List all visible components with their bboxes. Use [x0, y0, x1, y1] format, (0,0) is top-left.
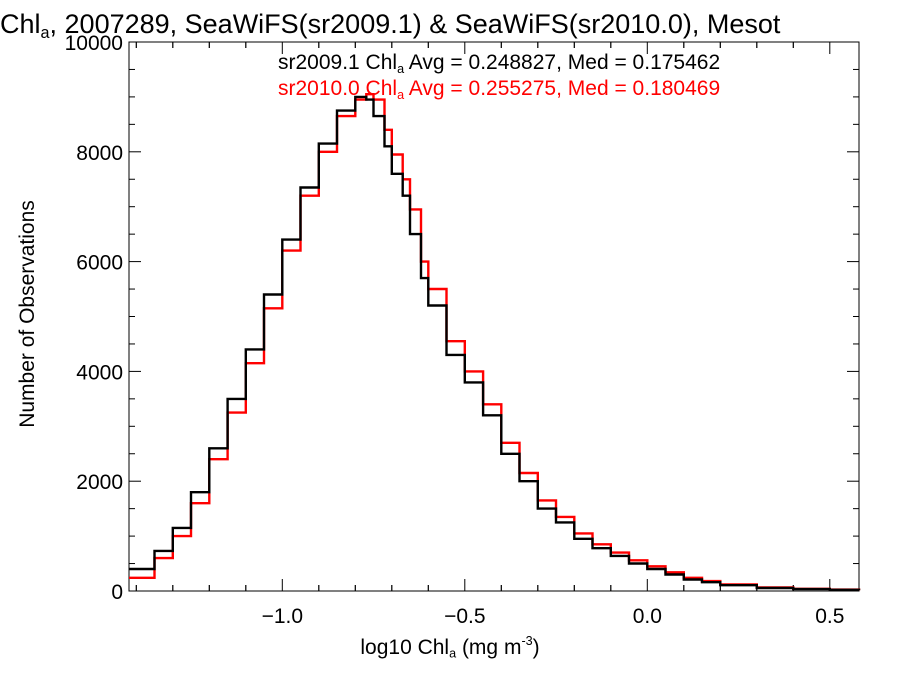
series-layer	[129, 93, 861, 591]
legend-sr2009-stats: Avg = 0.248827, Med = 0.175462	[404, 51, 721, 74]
legend-entry-sr2010: sr2010.0 Chla Avg = 0.255275, Med = 0.18…	[278, 76, 720, 108]
x-axis-label: log10 Chla (mg m-3)	[0, 628, 900, 667]
series-line-sr2010-0	[129, 93, 861, 591]
y-tick-label: 6000	[76, 252, 123, 275]
y-tick-label: 0	[111, 581, 123, 604]
legend-sr2010-text: sr2010.0 Chl	[278, 77, 398, 100]
xlabel-part-exp: -3	[521, 634, 533, 648]
xlabel-part-sub: a	[449, 646, 457, 661]
legend-sr2009-sub: a	[397, 61, 405, 76]
legend-sr2010-stats: Avg = 0.255275, Med = 0.180469	[404, 77, 721, 100]
plot-frame	[128, 41, 860, 592]
xlabel-part-close: )	[532, 635, 540, 659]
x-tick-label: 0.0	[633, 605, 662, 628]
y-tick-label: 4000	[76, 361, 123, 384]
xlabel-part-main: log10 Chl	[360, 635, 450, 659]
y-axis-label: Number of Observations	[16, 200, 39, 428]
legend-sr2010-sub: a	[397, 87, 405, 102]
title-part-rest: , 2007289, SeaWiFS(sr2009.1) & SeaWiFS(s…	[49, 9, 781, 39]
y-tick-label: 2000	[76, 471, 123, 494]
y-tick-label: 8000	[76, 142, 123, 165]
x-tick-label: 0.5	[815, 605, 844, 628]
title-part-main: Chl	[0, 9, 41, 39]
legend-entry-sr2009: sr2009.1 Chla Avg = 0.248827, Med = 0.17…	[278, 50, 720, 82]
xlabel-part-unit: (mg m	[456, 635, 522, 659]
y-tick-label: 10000	[65, 32, 123, 55]
axis-ticks	[129, 41, 859, 592]
title-part-sub: a	[40, 23, 50, 42]
legend-sr2009-text: sr2009.1 Chl	[278, 51, 398, 74]
series-line-sr2009-1	[129, 95, 861, 591]
x-tick-label: −0.5	[444, 605, 485, 628]
x-tick-label: −1.0	[262, 605, 303, 628]
tick-labels: −1.0 −0.5 0.0 0.5 0 2000 4000 6000 8000 10000	[65, 32, 845, 628]
chart-title: Chla, 2007289, SeaWiFS(sr2009.1) & SeaWi…	[0, 6, 900, 42]
